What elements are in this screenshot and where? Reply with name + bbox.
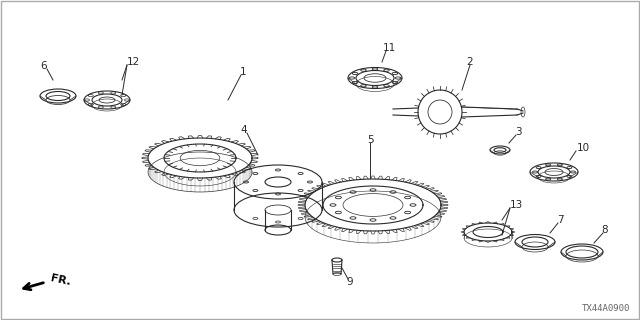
- Text: 5: 5: [367, 135, 373, 145]
- Text: 10: 10: [577, 143, 590, 153]
- Text: 3: 3: [515, 127, 522, 137]
- Text: TX44A0900: TX44A0900: [582, 304, 630, 313]
- Text: 6: 6: [41, 61, 47, 71]
- Text: 2: 2: [467, 57, 474, 67]
- Text: 8: 8: [602, 225, 608, 235]
- Text: 12: 12: [127, 57, 140, 67]
- Text: 11: 11: [383, 43, 396, 53]
- Text: FR.: FR.: [50, 273, 72, 287]
- Text: 4: 4: [241, 125, 247, 135]
- Text: 13: 13: [510, 200, 524, 210]
- Text: 9: 9: [347, 277, 353, 287]
- Text: 1: 1: [240, 67, 246, 77]
- Text: 7: 7: [557, 215, 563, 225]
